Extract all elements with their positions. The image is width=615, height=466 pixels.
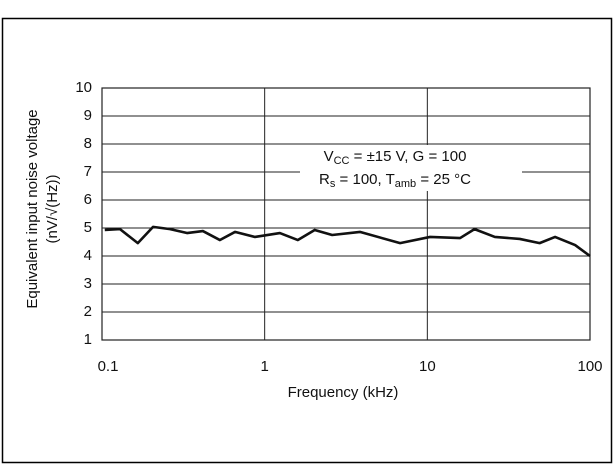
y-tick-label: 5	[84, 219, 92, 236]
frame	[1, 17, 613, 464]
plot-area	[101, 87, 591, 341]
annotation-part: V	[324, 148, 334, 165]
y-tick-label: 7	[84, 163, 92, 180]
x-axis-label: Frequency (kHz)	[288, 384, 399, 401]
annotation-part: R	[319, 171, 330, 188]
annotation-part: = ±15 V, G = 100	[349, 148, 466, 165]
annotation-part: = 25 °C	[416, 171, 471, 188]
y-tick-label: 8	[84, 135, 92, 152]
y-axis-label: Equivalent input noise voltage	[24, 109, 41, 308]
subscript: CC	[334, 155, 350, 167]
y-tick-label: 10	[75, 79, 92, 96]
data-line	[104, 225, 591, 258]
x-tick-label: 1	[260, 358, 268, 375]
x-tick-label: 0.1	[98, 358, 119, 375]
annotation-text: Rs = 100, Tamb = 25 °C	[319, 171, 471, 190]
annotation: VCC = ±15 V, G = 100 Rs = 100, Tamb = 25 …	[300, 145, 522, 191]
annotation-part: = 100, T	[335, 171, 394, 188]
subscript: s	[330, 178, 336, 190]
x-tick-label: 100	[577, 358, 602, 375]
y-tick-label: 2	[84, 303, 92, 320]
subscript: amb	[395, 178, 416, 190]
annotation-text: VCC = ±15 V, G = 100	[324, 148, 467, 167]
y-tick-label: 6	[84, 191, 92, 208]
y-tick-label: 4	[84, 247, 92, 264]
y-tick-label: 3	[84, 275, 92, 292]
y-tick-label: 9	[84, 107, 92, 124]
y-tick-label: 1	[84, 331, 92, 348]
annotation-background	[300, 145, 522, 191]
y-axis-label: (nV/√(Hz))	[44, 174, 61, 243]
x-tick-label: 10	[419, 358, 436, 375]
